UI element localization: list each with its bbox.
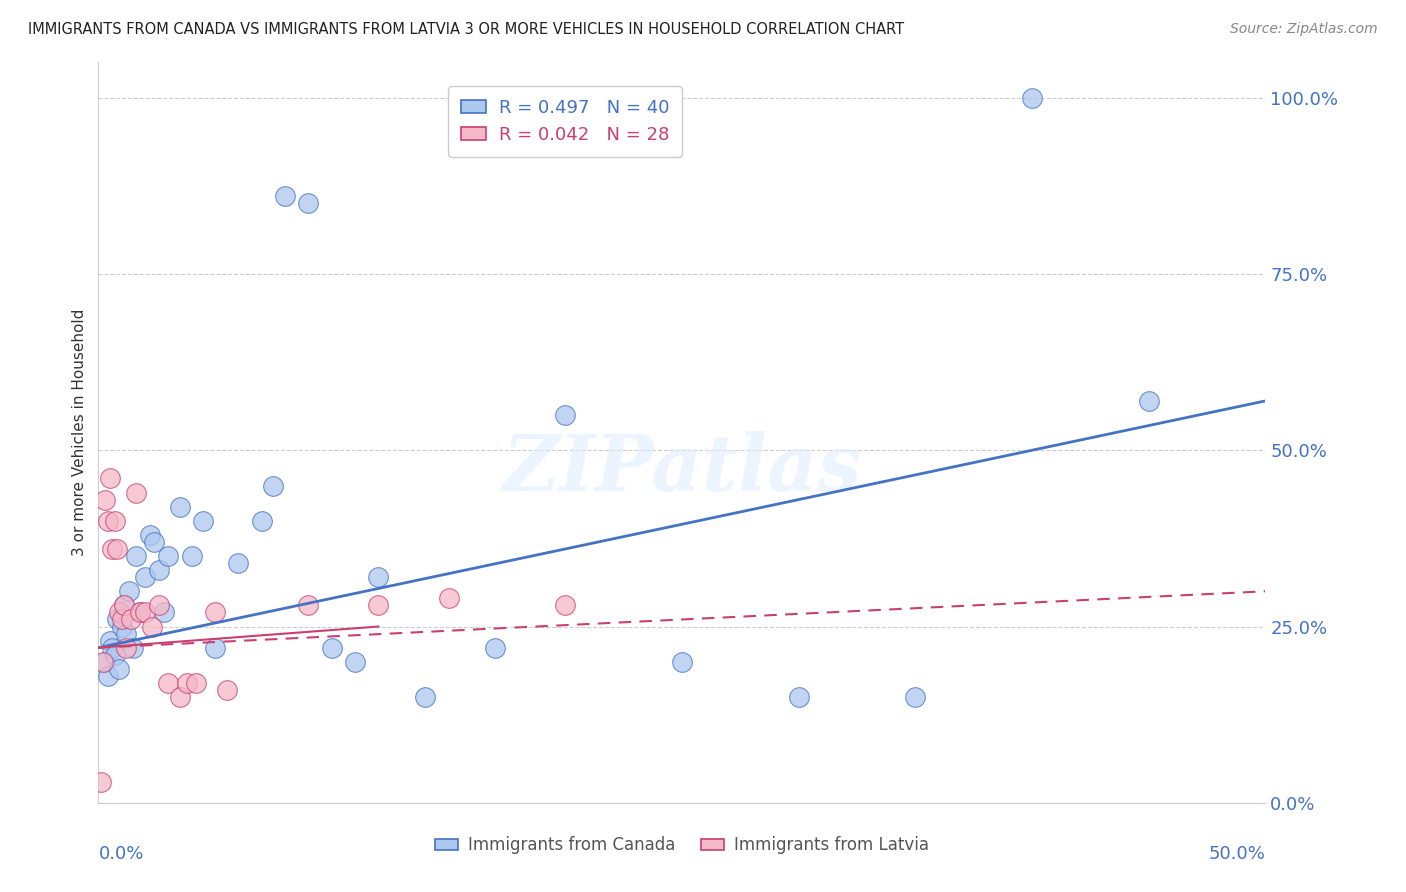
Point xyxy=(1021,91,1043,105)
Point xyxy=(228,556,250,570)
Point xyxy=(141,619,163,633)
Point xyxy=(94,655,117,669)
Point xyxy=(125,485,148,500)
Point xyxy=(94,492,117,507)
Point xyxy=(118,584,141,599)
Point xyxy=(186,676,208,690)
Y-axis label: 3 or more Vehicles in Household: 3 or more Vehicles in Household xyxy=(72,309,87,557)
Point xyxy=(98,471,121,485)
Point xyxy=(139,528,162,542)
Point xyxy=(180,549,202,563)
Point xyxy=(193,514,215,528)
Point xyxy=(129,606,152,620)
Point xyxy=(250,514,273,528)
Point xyxy=(122,640,145,655)
Point xyxy=(367,599,389,613)
Point xyxy=(904,690,927,704)
Point xyxy=(97,514,120,528)
Point xyxy=(105,612,128,626)
Point xyxy=(91,655,114,669)
Point xyxy=(413,690,436,704)
Point xyxy=(344,655,367,669)
Point xyxy=(1137,393,1160,408)
Point xyxy=(108,662,131,676)
Point xyxy=(215,683,238,698)
Point xyxy=(104,648,127,662)
Point xyxy=(554,408,576,422)
Point xyxy=(297,599,319,613)
Point xyxy=(297,196,319,211)
Point xyxy=(554,599,576,613)
Point xyxy=(787,690,810,704)
Text: 50.0%: 50.0% xyxy=(1209,845,1265,863)
Point xyxy=(321,640,343,655)
Point xyxy=(176,676,198,690)
Point xyxy=(98,633,121,648)
Text: ZIPatlas: ZIPatlas xyxy=(502,432,862,508)
Point xyxy=(120,612,142,626)
Point xyxy=(204,640,226,655)
Point xyxy=(125,549,148,563)
Point xyxy=(148,599,170,613)
Point xyxy=(105,541,128,556)
Point xyxy=(112,599,135,613)
Point xyxy=(134,570,156,584)
Point xyxy=(97,669,120,683)
Point xyxy=(108,606,131,620)
Text: 0.0%: 0.0% xyxy=(98,845,143,863)
Point xyxy=(671,655,693,669)
Point xyxy=(101,640,124,655)
Point xyxy=(112,599,135,613)
Point xyxy=(274,189,297,203)
Legend: Immigrants from Canada, Immigrants from Latvia: Immigrants from Canada, Immigrants from … xyxy=(429,830,935,861)
Point xyxy=(157,549,180,563)
Point xyxy=(169,690,191,704)
Point xyxy=(111,612,134,626)
Point xyxy=(115,626,138,640)
Point xyxy=(101,541,124,556)
Point xyxy=(129,606,152,620)
Point xyxy=(152,606,174,620)
Point xyxy=(104,514,127,528)
Point xyxy=(437,591,460,606)
Point xyxy=(148,563,170,577)
Point xyxy=(484,640,506,655)
Point xyxy=(204,606,226,620)
Point xyxy=(143,535,166,549)
Point xyxy=(134,606,156,620)
Point xyxy=(367,570,389,584)
Point xyxy=(111,619,134,633)
Text: IMMIGRANTS FROM CANADA VS IMMIGRANTS FROM LATVIA 3 OR MORE VEHICLES IN HOUSEHOLD: IMMIGRANTS FROM CANADA VS IMMIGRANTS FRO… xyxy=(28,22,904,37)
Point xyxy=(169,500,191,514)
Point xyxy=(157,676,180,690)
Point xyxy=(262,478,284,492)
Point xyxy=(90,774,112,789)
Text: Source: ZipAtlas.com: Source: ZipAtlas.com xyxy=(1230,22,1378,37)
Point xyxy=(115,640,138,655)
